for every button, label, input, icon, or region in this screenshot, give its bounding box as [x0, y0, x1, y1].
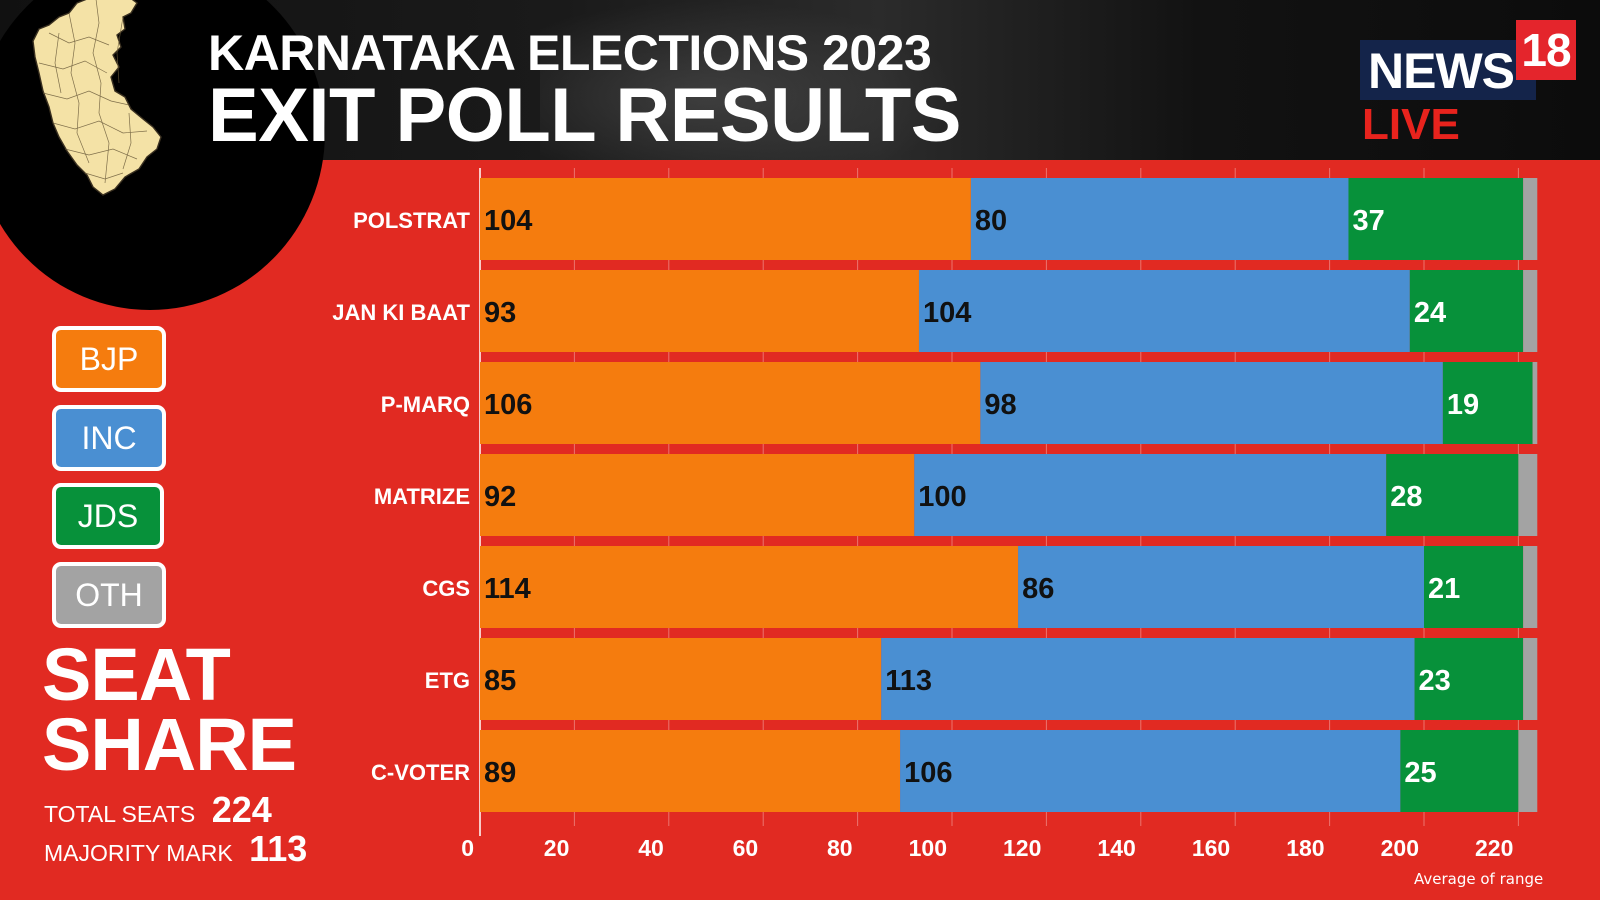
data-label: 104 — [484, 205, 532, 237]
data-label: 25 — [1404, 757, 1436, 789]
data-label: 92 — [484, 481, 516, 513]
total-seats-label: TOTAL SEATS — [44, 801, 196, 827]
bar-inc — [900, 730, 1401, 812]
bar-inc — [1018, 546, 1424, 628]
bar-bjp — [480, 638, 882, 720]
legend-jds: JDS — [52, 483, 164, 549]
majority-mark-value: 113 — [249, 828, 308, 869]
bar-bjp — [480, 270, 919, 352]
data-label: 21 — [1428, 573, 1460, 605]
bar-inc — [918, 270, 1410, 352]
bar-jds — [1348, 178, 1524, 260]
karnataka-map-icon — [32, 0, 162, 196]
data-label: 23 — [1419, 665, 1451, 697]
category-label: P-MARQ — [381, 392, 470, 417]
category-label: POLSTRAT — [353, 208, 470, 233]
map-badge — [0, 0, 325, 310]
bar-inc — [970, 178, 1349, 260]
bar-oth — [1523, 546, 1538, 628]
tick-label: 180 — [1286, 835, 1324, 861]
bar-jds — [1442, 362, 1533, 444]
data-label: 24 — [1414, 297, 1446, 329]
majority-mark-label: MAJORITY MARK — [44, 840, 233, 866]
bar-bjp — [480, 730, 901, 812]
live-label: LIVE — [1362, 100, 1460, 149]
tick-label: 60 — [733, 835, 759, 861]
bar-inc — [980, 362, 1443, 444]
bar-bjp — [480, 362, 981, 444]
tick-label: 200 — [1381, 835, 1419, 861]
bar-jds — [1424, 546, 1524, 628]
category-label: C-VOTER — [371, 760, 470, 785]
bar-bjp — [480, 454, 915, 536]
tick-label: 140 — [1097, 835, 1135, 861]
logo-news-text: NEWS — [1368, 43, 1515, 99]
bar-oth — [1523, 638, 1538, 720]
tick-label: 80 — [827, 835, 853, 861]
data-label: 114 — [484, 573, 531, 605]
title-line-1: KARNATAKA ELECTIONS 2023 — [208, 25, 932, 81]
data-label: 98 — [984, 389, 1016, 421]
tick-label: 220 — [1475, 835, 1513, 861]
data-label: 89 — [484, 757, 516, 789]
data-label: 93 — [484, 297, 516, 329]
majority-mark-row: MAJORITY MARK 113 — [44, 828, 307, 870]
seat-share-line-2: SHARE — [42, 703, 297, 786]
data-label: 106 — [484, 389, 532, 421]
legend-oth: OTH — [52, 562, 166, 628]
bar-bjp — [480, 546, 1019, 628]
bar-oth — [1518, 730, 1538, 812]
title-line-2: EXIT POLL RESULTS — [208, 73, 961, 158]
category-label: ETG — [425, 668, 470, 693]
legend-bjp: BJP — [52, 326, 166, 392]
bar-jds — [1414, 638, 1524, 720]
chart-note: Average of range — [1414, 870, 1544, 888]
data-label: 100 — [918, 481, 966, 513]
tick-label: 120 — [1003, 835, 1041, 861]
data-label: 85 — [484, 665, 516, 697]
bar-jds — [1409, 270, 1524, 352]
total-seats-value: 224 — [211, 789, 272, 830]
bar-jds — [1400, 730, 1519, 812]
bar-bjp — [480, 178, 971, 260]
bar-oth — [1523, 270, 1538, 352]
bar-inc — [914, 454, 1387, 536]
bar-oth — [1532, 362, 1538, 444]
seat-share-line-1: SEAT — [42, 633, 231, 716]
bar-jds — [1386, 454, 1519, 536]
data-label: 106 — [904, 757, 952, 789]
data-label: 19 — [1447, 389, 1479, 421]
data-label: 86 — [1022, 573, 1054, 605]
data-label: 104 — [923, 297, 971, 329]
bar-oth — [1518, 454, 1538, 536]
category-label: CGS — [422, 576, 470, 601]
legend-inc: INC — [52, 405, 166, 471]
tick-label: 160 — [1192, 835, 1230, 861]
logo-number-badge: 18 — [1516, 20, 1576, 80]
category-label: JAN KI BAAT — [332, 300, 470, 325]
total-seats-row: TOTAL SEATS 224 — [44, 789, 272, 831]
bar-inc — [881, 638, 1415, 720]
tick-label: 0 — [461, 835, 474, 861]
seat-share-heading: SEAT SHARE — [42, 633, 297, 786]
data-label: 113 — [885, 665, 932, 697]
data-label: 37 — [1352, 205, 1384, 237]
logo-background — [1360, 40, 1536, 100]
tick-label: 40 — [638, 835, 664, 861]
bar-oth — [1523, 178, 1538, 260]
tick-label: 100 — [909, 835, 947, 861]
data-label: 28 — [1390, 481, 1422, 513]
tick-label: 20 — [544, 835, 570, 861]
data-label: 80 — [975, 205, 1007, 237]
category-label: MATRIZE — [374, 484, 470, 509]
